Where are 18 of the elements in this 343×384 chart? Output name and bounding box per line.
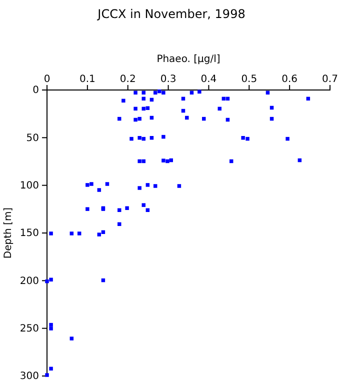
x-tick-label: 0.7: [322, 74, 338, 85]
x-tick-label: 0.4: [200, 74, 217, 85]
y-tick-label: 300: [20, 371, 39, 382]
chart-title: JCCX in November, 1998: [96, 7, 246, 21]
x-tick-label: 0.1: [79, 74, 96, 85]
x-tick-label: 0.3: [160, 74, 176, 85]
x-tick-label: 0.2: [120, 74, 136, 85]
x-tick-label: 0.5: [241, 74, 258, 85]
y-tick-label: 100: [20, 180, 39, 192]
y-axis-title: Depth [m]: [3, 207, 14, 259]
x-axis-title: Phaeo. [µg/l]: [156, 54, 220, 65]
x-tick-label: 0: [44, 74, 50, 85]
y-tick-label: 150: [20, 228, 39, 240]
y-tick-label: 50: [26, 132, 39, 144]
y-tick-label: 200: [20, 276, 39, 287]
x-tick-label: 0.6: [282, 74, 298, 85]
y-tick-label: 250: [20, 324, 39, 335]
y-tick-label: 0: [32, 85, 39, 96]
